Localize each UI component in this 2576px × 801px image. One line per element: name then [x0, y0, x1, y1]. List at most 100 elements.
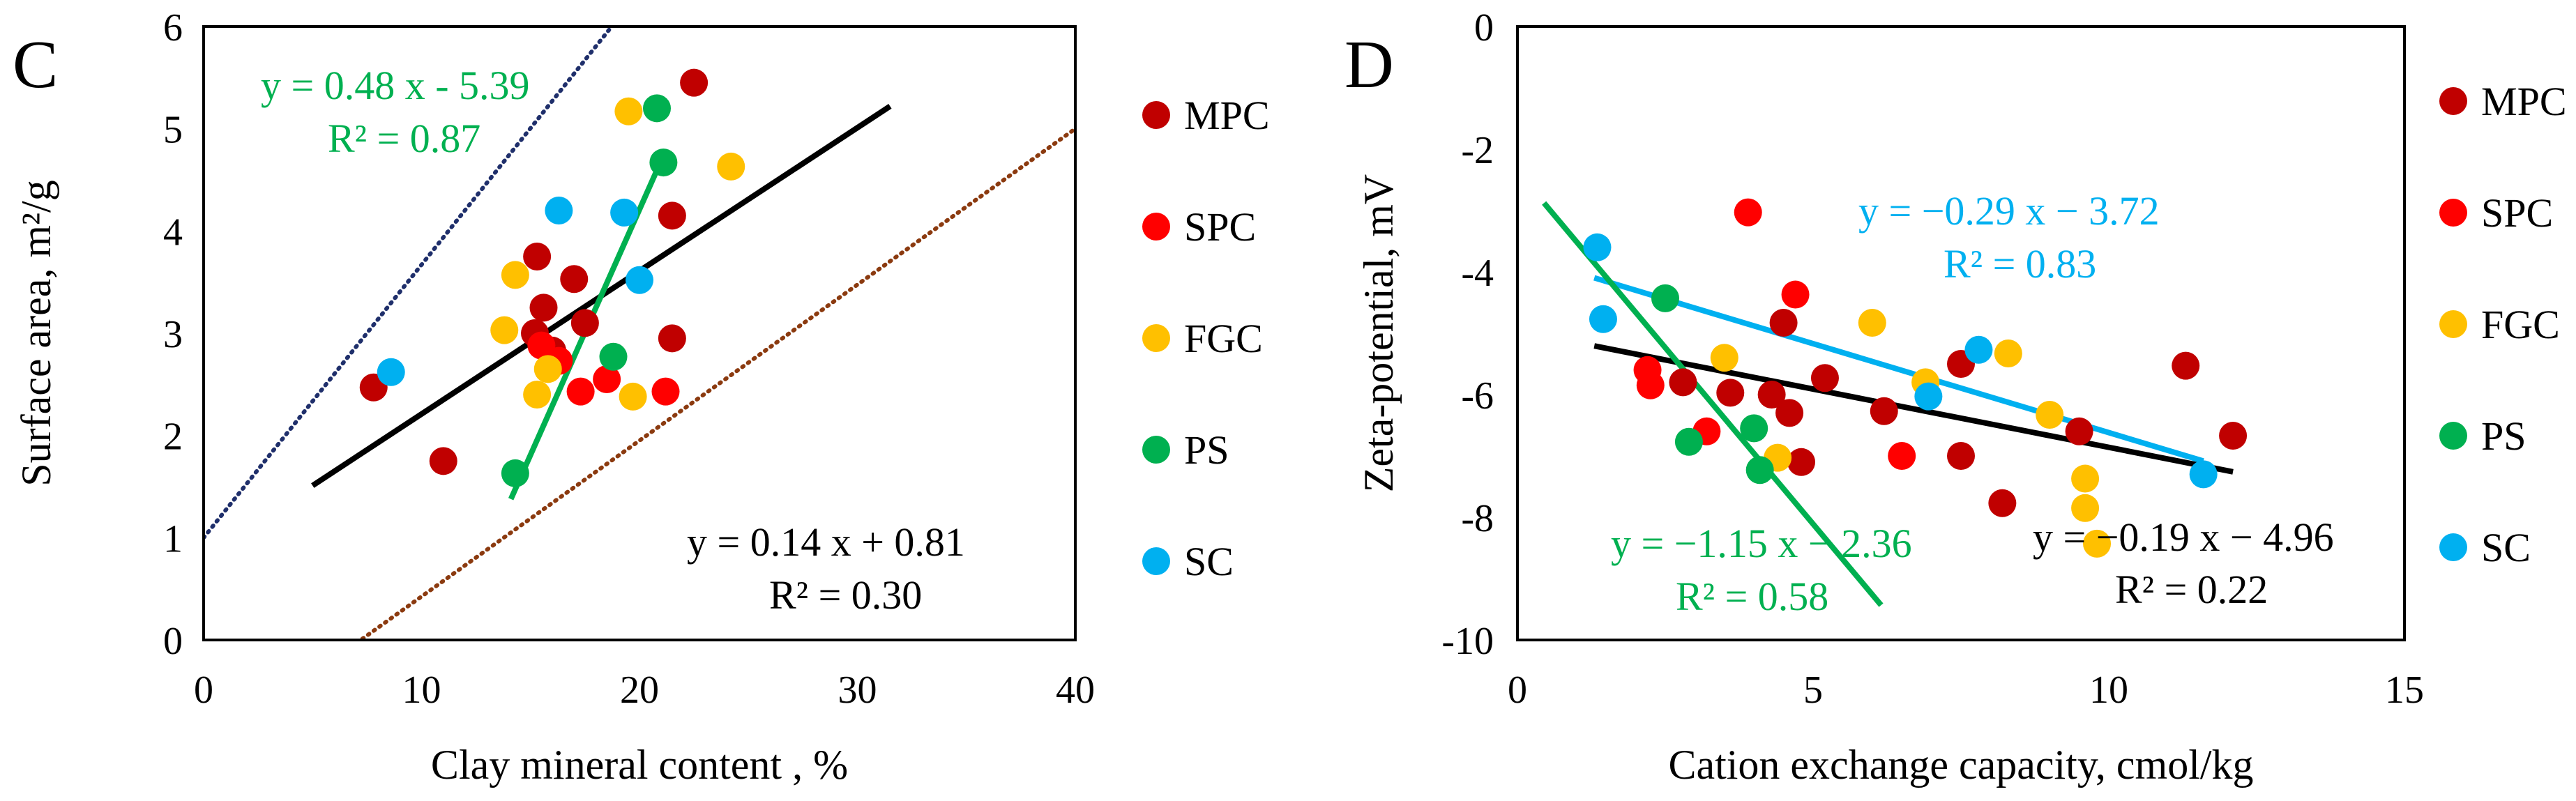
c-x-tick-label: 10	[402, 669, 441, 712]
d-plot-frame	[1516, 25, 2406, 641]
c-legend-marker-spc	[1142, 213, 1170, 241]
d-x-tick-label: 0	[1508, 669, 1527, 712]
d-x-tick-label: 15	[2385, 669, 2424, 712]
d-point-mpc	[1947, 442, 1975, 470]
d-points	[1583, 198, 2248, 558]
c-point-ps	[501, 459, 529, 487]
d-point-ps	[1745, 456, 1774, 485]
d-point-spc	[1888, 442, 1916, 470]
c-y-tick-label: 4	[163, 211, 183, 254]
d-point-mpc	[1669, 368, 1697, 397]
c-y-tick-label: 1	[163, 517, 183, 560]
c-point-mpc	[658, 201, 686, 230]
d-point-ps	[1651, 284, 1679, 312]
d-trendline-SC	[1593, 275, 2204, 464]
d-legend: MPC SPC FGC PS SC	[2439, 79, 2567, 570]
d-legend-label-spc: SPC	[2481, 190, 2553, 236]
c-point-ps	[643, 94, 671, 123]
d-point-fgc	[2083, 529, 2112, 558]
d-point-ps	[1740, 414, 1768, 443]
c-point-fgc	[501, 261, 529, 289]
c-x-tick-label: 40	[1056, 669, 1095, 712]
d-legend-label-fgc: FGC	[2481, 302, 2560, 347]
d-legend-marker-spc	[2439, 199, 2467, 227]
c-point-sc	[545, 197, 573, 224]
d-x-tick-labels: 0 5 10 15	[1508, 669, 2424, 712]
c-point-mpc	[429, 447, 457, 475]
c-legend-marker-mpc	[1142, 101, 1170, 129]
c-ps-equation: y = 0.48 x - 5.39	[261, 63, 530, 108]
c-points	[359, 68, 745, 487]
c-y-tick-label: 2	[163, 415, 183, 459]
c-point-ps	[599, 342, 628, 371]
d-point-mpc	[1787, 448, 1816, 476]
c-bound-lines	[204, 26, 1075, 640]
d-point-fgc	[1710, 344, 1738, 372]
c-point-sc	[610, 198, 639, 227]
c-y-tick-labels: 0 1 2 3 4 5 6	[163, 6, 183, 663]
d-point-spc	[1734, 198, 1762, 227]
d-x-tick-label: 5	[1803, 669, 1823, 712]
c-point-mpc	[523, 243, 552, 270]
c-point-fgc	[533, 355, 562, 383]
d-point-mpc	[1757, 381, 1786, 409]
d-point-mpc	[2065, 417, 2093, 445]
d-point-mpc	[2219, 421, 2248, 450]
c-y-tick-label: 0	[163, 620, 183, 663]
c-legend-marker-ps	[1142, 436, 1170, 464]
d-point-mpc	[1988, 489, 2017, 517]
d-y-tick-label: -10	[1441, 620, 1494, 663]
c-trendlines	[311, 104, 892, 501]
d-point-mpc	[1810, 364, 1839, 392]
d-point-sc	[1914, 382, 1943, 411]
c-lower-bound-line	[357, 126, 1075, 640]
c-x-axis-label: Clay mineral content , %	[431, 742, 848, 788]
c-point-fgc	[523, 381, 552, 409]
c-point-spc	[566, 377, 595, 406]
c-point-mpc	[570, 309, 599, 337]
d-point-fgc	[2071, 464, 2100, 493]
d-point-spc	[1781, 280, 1810, 309]
c-upper-bound-line	[204, 26, 615, 540]
c-x-tick-label: 30	[838, 669, 877, 712]
d-y-axis-label: Zeta-potential, mV	[1356, 174, 1402, 493]
c-legend-label-ps: PS	[1184, 427, 1229, 473]
d-point-sc	[1583, 233, 1612, 261]
c-point-mpc	[658, 324, 686, 353]
d-point-sc	[1964, 335, 1993, 364]
c-all-r2: R² = 0.30	[769, 572, 922, 618]
c-legend-label-fgc: FGC	[1184, 316, 1263, 361]
c-legend-label-sc: SC	[1184, 539, 1234, 584]
d-sc-equation: y = −0.29 x − 3.72	[1858, 188, 2160, 234]
d-y-tick-label: 0	[1474, 6, 1494, 49]
panel-label-c: C	[13, 27, 58, 102]
c-legend-label-mpc: MPC	[1184, 93, 1270, 138]
d-all-r2: R² = 0.22	[2115, 567, 2268, 612]
d-point-mpc	[2172, 351, 2200, 380]
c-point-fgc	[717, 152, 745, 181]
c-y-tick-label: 6	[163, 6, 183, 49]
d-legend-marker-mpc	[2439, 87, 2467, 115]
c-x-tick-label: 20	[620, 669, 659, 712]
panel-d: D 0 5 10 15 -10 -8 -6 -4 -2 0 Cation exchange ca…	[1344, 6, 2567, 788]
d-point-fgc	[1858, 309, 1886, 337]
c-point-sc	[377, 358, 405, 386]
d-legend-marker-ps	[2439, 422, 2467, 450]
c-point-mpc	[529, 293, 558, 322]
c-x-tick-label: 0	[194, 669, 213, 712]
c-y-axis-label: Surface area, m²/g	[13, 180, 59, 486]
c-legend: MPC SPC FGC PS SC	[1142, 93, 1270, 584]
c-legend-label-spc: SPC	[1184, 204, 1256, 250]
panel-c: C 0 10 20 30 40 0 1 2 3 4 5 6 Clay mineral content…	[13, 6, 1270, 788]
c-point-fgc	[614, 97, 643, 125]
d-point-ps	[1674, 427, 1703, 456]
d-x-axis-label: Cation exchange capacity, cmol/kg	[1668, 742, 2253, 788]
c-point-ps	[649, 148, 678, 177]
c-point-sc	[626, 266, 653, 294]
d-y-tick-labels: -10 -8 -6 -4 -2 0	[1441, 6, 1494, 663]
d-y-tick-label: -6	[1461, 374, 1494, 418]
c-point-spc	[593, 365, 621, 393]
panel-label-d: D	[1344, 27, 1394, 102]
c-point-fgc	[619, 382, 647, 411]
